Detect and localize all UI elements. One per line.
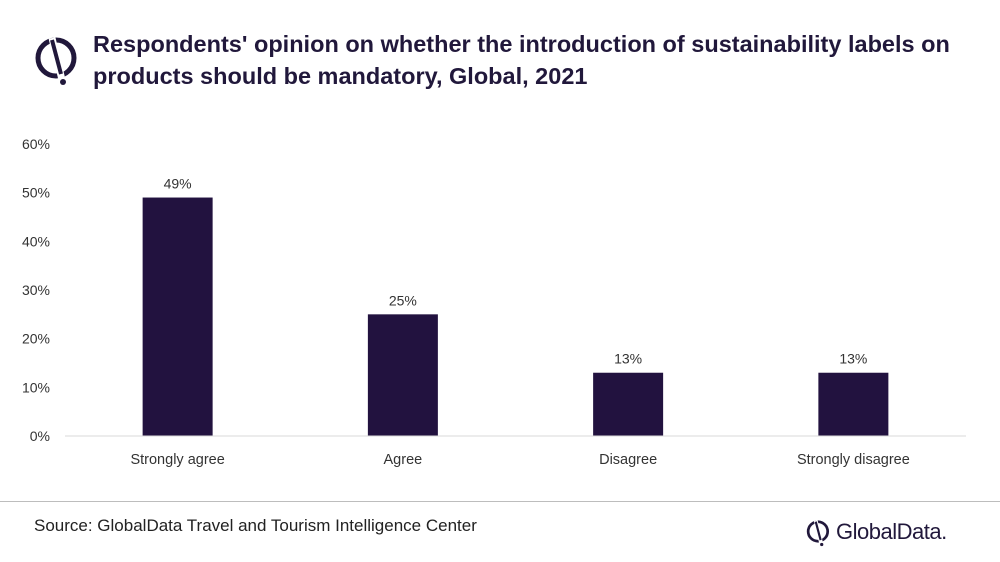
footer-divider [0, 501, 1000, 502]
bar [593, 372, 664, 436]
bar [818, 372, 889, 436]
y-tick-label: 30% [22, 282, 50, 298]
x-tick-label: Strongly agree [130, 452, 224, 468]
globaldata-brand-icon [806, 520, 830, 547]
source-note: Source: GlobalData Travel and Tourism In… [34, 516, 477, 535]
y-tick-label: 20% [22, 331, 50, 347]
globaldata-logo-icon [35, 37, 77, 85]
data-labels: 49% 25% 13% 13% [164, 176, 868, 367]
y-axis: 0% 10% 20% 30% 40% 50% 60% [22, 136, 50, 444]
y-tick-label: 40% [22, 233, 50, 249]
y-tick-label: 0% [30, 428, 50, 444]
bars [142, 197, 889, 436]
x-tick-label: Strongly disagree [797, 452, 910, 468]
bar-data-label: 49% [164, 176, 192, 192]
bar-data-label: 13% [839, 351, 867, 367]
bar-chart: 0% 10% 20% 30% 40% 50% 60% 49% 25% 13% 13% Strong… [22, 136, 966, 468]
x-tick-label: Disagree [599, 452, 657, 468]
bar [142, 197, 213, 436]
y-tick-label: 50% [22, 185, 50, 201]
y-tick-label: 60% [22, 136, 50, 152]
bar-data-label: 25% [389, 292, 417, 308]
x-tick-label: Agree [384, 452, 423, 468]
x-axis: Strongly agree Agree Disagree Strongly disa… [130, 452, 909, 468]
chart-title: Respondents' opinion on whether the intr… [93, 31, 950, 89]
bar [367, 314, 438, 436]
brand-name: GlobalData. [836, 519, 947, 544]
brand-logo: GlobalData. [806, 515, 947, 549]
y-tick-label: 10% [22, 379, 50, 395]
bar-data-label: 13% [614, 351, 642, 367]
